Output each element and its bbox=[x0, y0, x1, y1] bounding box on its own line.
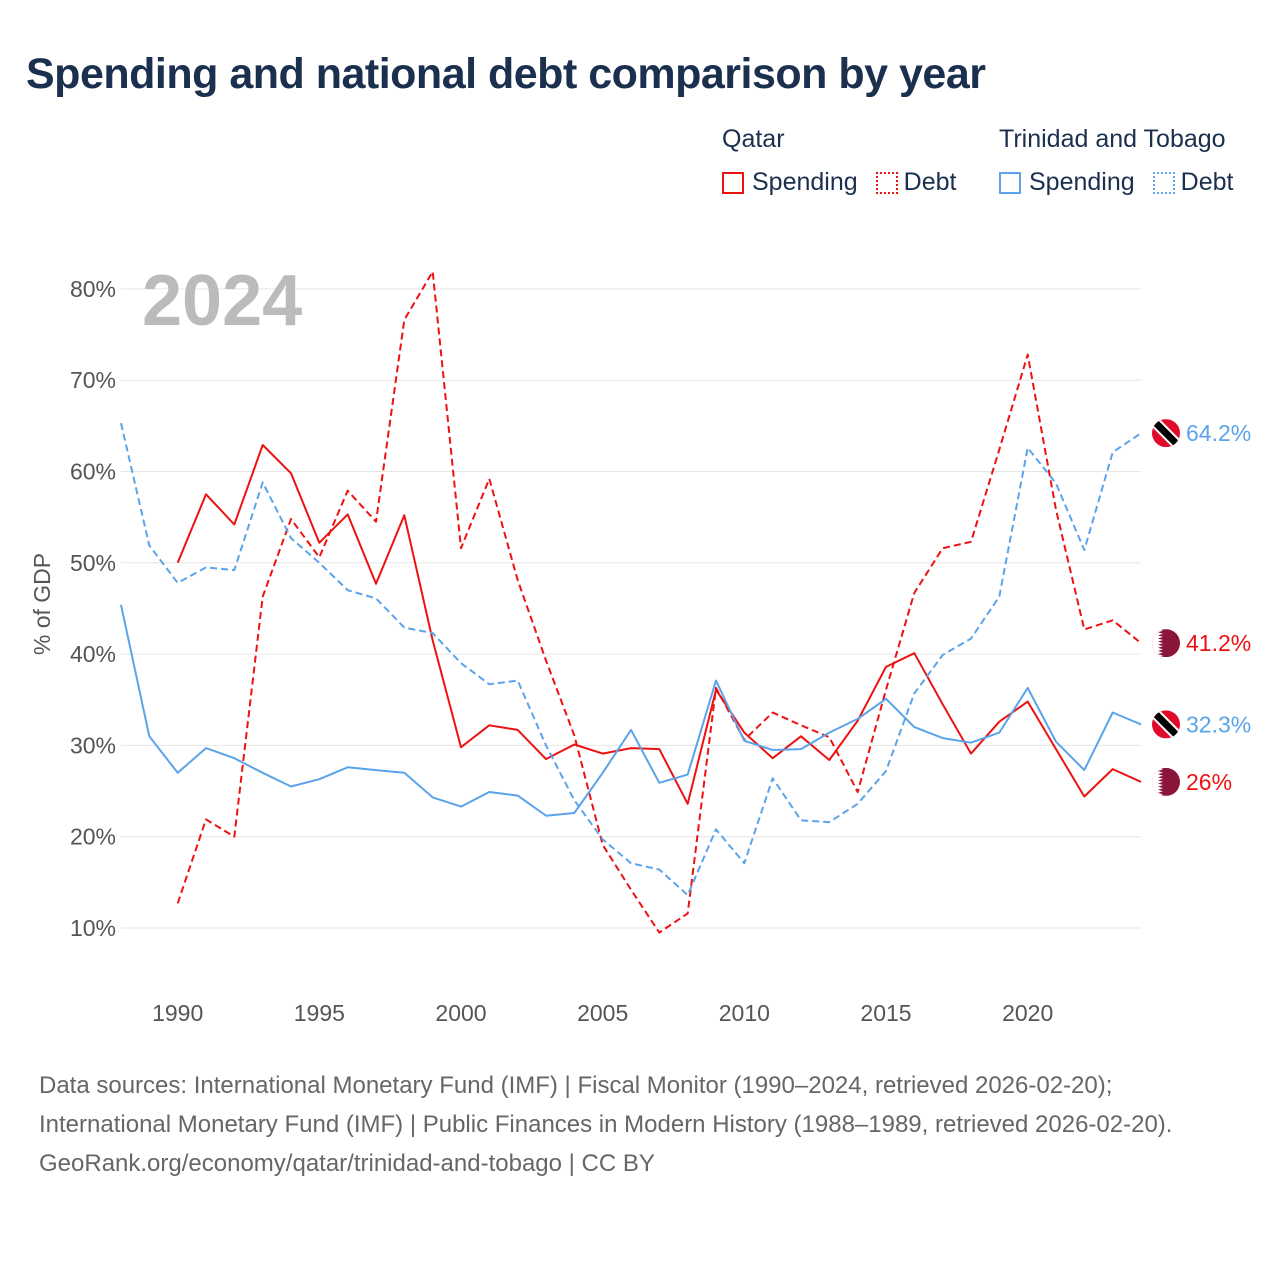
solid-swatch-icon bbox=[722, 171, 744, 194]
x-tick-label: 2000 bbox=[435, 1000, 486, 1026]
end-value-label: 26% bbox=[1186, 769, 1232, 795]
legend-label: Debt bbox=[903, 168, 957, 196]
y-tick-label: 20% bbox=[70, 824, 116, 850]
x-tick-label: 1995 bbox=[294, 1000, 345, 1026]
x-tick-label: 2020 bbox=[1002, 1000, 1053, 1026]
flag-stripe-black bbox=[1152, 710, 1180, 739]
x-tick-label: 2015 bbox=[860, 1000, 911, 1026]
dotted-swatch-icon bbox=[875, 171, 898, 194]
series-line-trinidad-and-tobago-spending bbox=[120, 604, 1142, 817]
year-watermark: 2024 bbox=[142, 261, 302, 341]
y-tick-label: 40% bbox=[70, 641, 116, 667]
end-value-label: 41.2% bbox=[1186, 630, 1251, 656]
solid-swatch-icon bbox=[999, 171, 1021, 194]
series-line-trinidad-and-tobago-debt bbox=[120, 422, 1142, 897]
end-value-label: 64.2% bbox=[1186, 420, 1251, 446]
legend-qatar-debt[interactable]: Debt bbox=[875, 168, 957, 197]
data-sources: Data sources: International Monetary Fun… bbox=[39, 1072, 1173, 1138]
legend-qatar: Qatar Spending Debt bbox=[722, 125, 974, 197]
series-line-qatar-spending bbox=[176, 444, 1142, 805]
y-tick-label: 50% bbox=[70, 550, 116, 576]
x-tick-label: 2005 bbox=[577, 1000, 628, 1026]
qatar-flag-icon bbox=[1152, 767, 1180, 796]
legend-group-name: Trinidad and Tobago bbox=[999, 125, 1226, 153]
chart-title: Spending and national debt comparison by… bbox=[26, 50, 986, 98]
qatar-flag-icon bbox=[1152, 629, 1180, 658]
x-tick-label: 1990 bbox=[152, 1000, 203, 1026]
line-chart: 10% 20% 30% 40% 50% 60% 70% 80% 1990 1995 2000 2005… bbox=[29, 261, 1251, 1026]
y-axis-label: % of GDP bbox=[29, 553, 55, 655]
trinidad-flag-icon bbox=[1152, 710, 1180, 739]
legend-qatar-spending[interactable]: Spending bbox=[722, 168, 858, 197]
legend-label: Debt bbox=[1180, 168, 1234, 196]
y-tick-label: 30% bbox=[70, 732, 116, 758]
y-tick-label: 60% bbox=[70, 459, 116, 485]
end-value-label: 32.3% bbox=[1186, 711, 1251, 737]
x-tick-label: 2010 bbox=[719, 1000, 770, 1026]
dotted-swatch-icon bbox=[1152, 171, 1175, 194]
flag-serration bbox=[1152, 629, 1163, 658]
flag-stripe-black bbox=[1152, 419, 1180, 448]
y-tick-label: 80% bbox=[70, 276, 116, 302]
legend-label: Spending bbox=[1029, 168, 1135, 196]
legend-trinidad-and-tobago: Trinidad and Tobago Spending Debt bbox=[999, 125, 1251, 197]
y-tick-label: 10% bbox=[70, 915, 116, 941]
legend-group-name: Qatar bbox=[722, 125, 785, 153]
flag-serration bbox=[1152, 767, 1163, 796]
series-line-qatar-debt bbox=[176, 270, 1142, 934]
legend-tt-spending[interactable]: Spending bbox=[999, 168, 1135, 197]
legend-tt-debt[interactable]: Debt bbox=[1152, 168, 1234, 197]
credit-link[interactable]: GeoRank.org/economy/qatar/trinidad-and-t… bbox=[39, 1150, 655, 1177]
y-tick-label: 70% bbox=[70, 367, 116, 393]
legend-label: Spending bbox=[752, 168, 858, 196]
trinidad-flag-icon bbox=[1152, 419, 1180, 448]
footer: Data sources: International Monetary Fun… bbox=[39, 1066, 1239, 1183]
